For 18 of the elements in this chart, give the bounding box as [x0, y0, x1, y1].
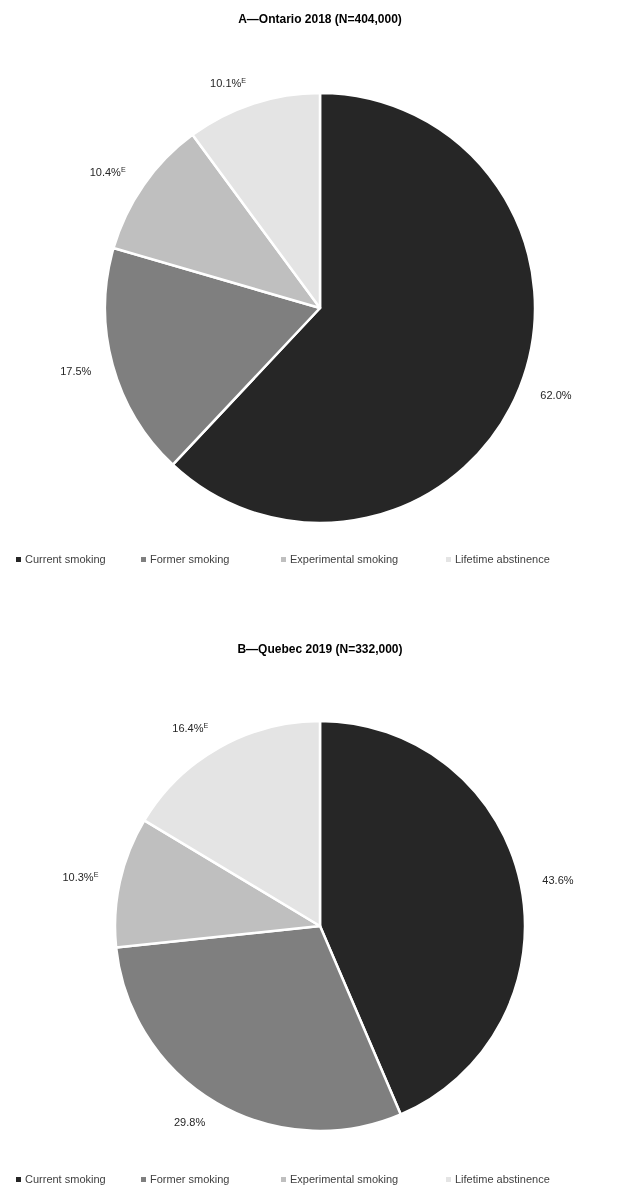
legend-label: Current smoking	[25, 1173, 106, 1185]
chart-title: B—Quebec 2019 (N=332,000)	[237, 642, 403, 656]
data-label: 62.0%	[540, 389, 572, 402]
data-label: 10.1%$^{E}$	[210, 76, 247, 89]
legend-label: Current smoking	[25, 553, 106, 565]
legend-label: Former smoking	[150, 553, 230, 565]
legend-label: Lifetime abstinence	[455, 553, 550, 565]
legend-label: Experimental smoking	[290, 553, 399, 565]
data-label: 10.3%$^{E}$	[62, 870, 99, 883]
data-label: 10.4%$^{E}$	[89, 166, 126, 179]
data-label: 43.6%	[542, 874, 574, 887]
legend-label: Former smoking	[150, 1173, 230, 1185]
legend-label: Lifetime abstinence	[455, 1173, 550, 1185]
data-label: 16.4%$^{E}$	[172, 722, 209, 735]
data-label: 29.8%	[173, 1115, 206, 1128]
chart-title: A—Ontario 2018 (N=404,000)	[238, 12, 402, 26]
data-label: 17.5%	[60, 364, 92, 377]
legend-label: Experimental smoking	[290, 1173, 399, 1185]
